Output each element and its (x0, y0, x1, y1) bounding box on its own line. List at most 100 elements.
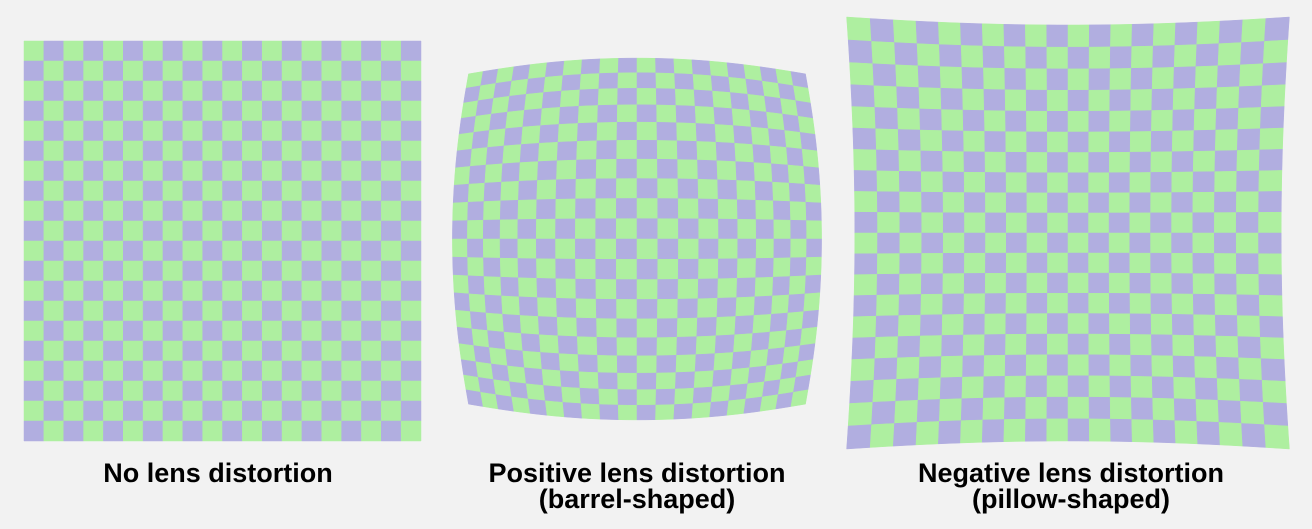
checker-square (524, 367, 544, 386)
checker-square (501, 162, 521, 183)
checker-square (242, 100, 263, 122)
checker-square (1108, 212, 1130, 234)
checker-square (1173, 376, 1197, 400)
checker-square (1005, 293, 1028, 315)
checker-square (1067, 46, 1090, 70)
checker-square (470, 147, 488, 167)
checker-square (63, 80, 84, 102)
checker-square (656, 318, 678, 338)
checker-square (846, 424, 872, 450)
checker-square (222, 420, 243, 442)
checker-square (1152, 419, 1176, 444)
checker-square (960, 419, 984, 444)
checker-square (1258, 232, 1282, 255)
checker-square (636, 318, 658, 338)
checker-square (381, 380, 402, 402)
checker-square (522, 108, 543, 128)
checker-square (1236, 191, 1260, 213)
checker-square (1150, 232, 1172, 254)
checker-square (898, 273, 922, 295)
checker-square (984, 110, 1006, 132)
checker-square (892, 19, 918, 44)
checker-square (507, 94, 527, 113)
checker-square (537, 297, 558, 318)
checker-square (677, 258, 699, 280)
checker-square (1004, 375, 1027, 398)
checker-square (737, 238, 757, 259)
checker-square (541, 369, 562, 388)
checker-square (182, 180, 203, 202)
checker-square (1130, 110, 1152, 132)
checker-square (1236, 170, 1260, 193)
checker-square (1195, 43, 1220, 67)
checker-square (983, 376, 1006, 399)
checker-square (1173, 398, 1198, 422)
checker-square (83, 340, 104, 362)
checker-square (1004, 397, 1027, 420)
checker-square (43, 80, 64, 102)
checker-square (83, 160, 104, 182)
checker-square (578, 88, 599, 107)
checker-square (1026, 172, 1048, 194)
checker-square (43, 120, 64, 142)
checker-square (361, 100, 382, 122)
checker-square (899, 212, 922, 234)
checker-square (869, 18, 895, 43)
checker-square (1151, 334, 1174, 357)
checker-square (361, 420, 382, 442)
checker-square (1150, 130, 1173, 153)
checker-square (897, 314, 922, 337)
checker-square (617, 88, 638, 106)
checker-square (806, 238, 822, 258)
checker-square (696, 317, 718, 337)
checker-square (898, 294, 922, 316)
checker-square (182, 60, 203, 82)
checker-square (23, 300, 45, 322)
checker-square (555, 218, 576, 240)
checker-square (1151, 376, 1175, 399)
checker-square (103, 120, 124, 142)
checker-square (63, 180, 84, 202)
checker-square (321, 360, 342, 382)
checker-square (595, 158, 617, 180)
checker-square (1261, 62, 1287, 86)
checker-square (361, 340, 382, 362)
checker-square (142, 180, 164, 202)
checker-square (182, 380, 203, 402)
checker-square (1150, 212, 1172, 234)
checker-square (803, 292, 821, 312)
checker-square (616, 158, 638, 179)
checker-square (899, 232, 922, 254)
checker-square (1214, 253, 1237, 275)
checker-square (677, 159, 699, 180)
checker-square (525, 76, 546, 95)
checker-square (23, 180, 45, 202)
checker-square (525, 383, 546, 402)
checker-square (693, 370, 715, 389)
checker-square (918, 87, 942, 110)
checker-square (1047, 272, 1069, 294)
checker-square (1258, 149, 1283, 172)
checker-square (1109, 110, 1131, 133)
checker-square (1235, 232, 1259, 254)
checker-square (321, 60, 342, 82)
checker-square (123, 60, 144, 82)
checker-square (182, 220, 203, 242)
checker-square (916, 43, 941, 67)
checker-square (1047, 152, 1069, 174)
checker-square (599, 404, 619, 420)
checker-square (103, 360, 124, 382)
checker-square (1026, 313, 1048, 335)
checker-square (1088, 252, 1110, 274)
checker-square (83, 120, 104, 142)
checker-square (797, 115, 816, 135)
checker-square (242, 160, 263, 182)
checker-square (475, 98, 494, 117)
checker-square (321, 400, 342, 422)
checker-square (1109, 313, 1131, 335)
checker-square (1088, 272, 1110, 294)
checker-square (23, 160, 45, 182)
checker-square (341, 360, 362, 382)
checker-square (576, 140, 598, 161)
